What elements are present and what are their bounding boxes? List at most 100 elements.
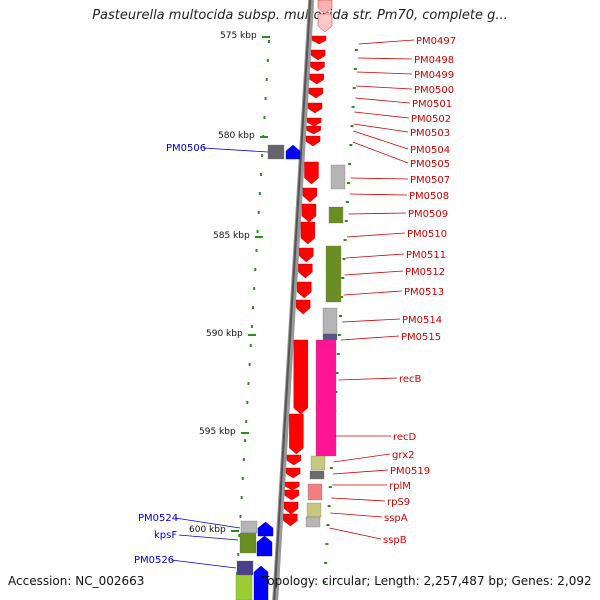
gene-block-olive[interactable] (328, 206, 344, 224)
gene-block-khaki[interactable] (306, 502, 322, 518)
gene-label-recd[interactable]: recD (393, 432, 417, 443)
forward-gene-arrow[interactable] (308, 87, 324, 99)
scale-label: 580 kbp (218, 131, 255, 141)
gene-block-olive[interactable] (239, 532, 257, 554)
forward-gene-arrow[interactable] (309, 73, 324, 85)
gene-leader-line (354, 111, 410, 119)
gene-block-magenta[interactable] (315, 339, 337, 457)
scale-label: 595 kbp (199, 427, 236, 437)
scale-tick (339, 315, 343, 317)
gene-label-pm0508[interactable]: PM0508 (409, 191, 449, 202)
gene-block-grey[interactable] (305, 516, 321, 528)
forward-gene-arrow[interactable] (297, 281, 312, 299)
gene-block-indigo[interactable] (236, 560, 254, 576)
scale-label: 585 kbp (213, 231, 250, 241)
gene-arrow[interactable] (317, 13, 333, 33)
forward-gene-arrow[interactable] (300, 221, 316, 245)
gene-label-pm0500[interactable]: PM0500 (414, 85, 454, 96)
scale-tick (342, 258, 346, 260)
gene-label-pm0524[interactable]: PM0524 (138, 513, 178, 524)
forward-gene-arrow[interactable] (283, 501, 299, 515)
forward-gene-arrow[interactable] (306, 117, 322, 127)
gene-label-pm0511[interactable]: PM0511 (406, 250, 446, 261)
gene-label-pm0497[interactable]: PM0497 (416, 36, 456, 47)
gene-block-darkgrey[interactable] (309, 470, 325, 480)
gene-label-kpsf[interactable]: kpsF (154, 530, 177, 541)
forward-gene-arrow[interactable] (304, 161, 319, 185)
forward-gene-arrow[interactable] (285, 481, 300, 491)
forward-gene-arrow[interactable] (311, 35, 327, 45)
forward-gene-arrow[interactable] (284, 489, 299, 501)
gene-block-khaki[interactable] (310, 455, 326, 471)
scale-tick (263, 116, 266, 119)
reverse-gene-arrow[interactable] (253, 565, 269, 600)
gene-label-pm0498[interactable]: PM0498 (414, 55, 454, 66)
forward-gene-arrow[interactable] (286, 454, 302, 466)
gene-label-pm0526[interactable]: PM0526 (134, 555, 174, 566)
gene-label-pm0503[interactable]: PM0503 (410, 128, 450, 139)
scale-tick (341, 277, 345, 279)
scale-major-tick (255, 236, 263, 238)
gene-label-pm0514[interactable]: PM0514 (402, 315, 442, 326)
forward-gene-arrow[interactable] (311, 49, 326, 61)
gene-label-pm0512[interactable]: PM0512 (405, 267, 445, 278)
gene-label-grx2[interactable]: grx2 (392, 450, 414, 461)
gene-leader-line (332, 469, 389, 475)
forward-gene-arrow[interactable] (307, 102, 323, 114)
gene-label-pm0519[interactable]: PM0519 (390, 466, 430, 477)
gene-label-pm0499[interactable]: PM0499 (414, 70, 454, 81)
gene-block-darkgrey[interactable] (267, 144, 285, 160)
gene-label-pm0502[interactable]: PM0502 (411, 114, 451, 125)
gene-leader-line (343, 290, 403, 296)
scale-tick (336, 353, 340, 355)
scale-tick (340, 296, 344, 298)
gene-leader-line (338, 377, 398, 381)
gene-leader-line (357, 57, 413, 60)
gene-label-pm0513[interactable]: PM0513 (404, 287, 444, 298)
gene-label-sspb[interactable]: sspB (383, 535, 407, 546)
gene-label-pm0501[interactable]: PM0501 (412, 99, 452, 110)
gene-leader-line (353, 123, 409, 133)
forward-gene-arrow[interactable] (299, 247, 314, 263)
gene-label-pm0515[interactable]: PM0515 (401, 332, 441, 343)
gene-block-grey[interactable] (240, 520, 258, 534)
forward-gene-arrow[interactable] (285, 467, 301, 479)
gene-block-dark[interactable] (322, 333, 338, 341)
forward-gene-arrow[interactable] (305, 135, 321, 147)
gene-block-salmon[interactable] (307, 483, 323, 501)
forward-gene-arrow[interactable] (306, 125, 321, 135)
gene-arrow[interactable] (317, 0, 333, 15)
scale-tick (344, 220, 348, 222)
reverse-gene-arrow[interactable] (257, 521, 274, 537)
gene-block-olive[interactable] (325, 245, 342, 303)
scale-tick (353, 68, 357, 70)
gene-label-recb[interactable]: recB (399, 374, 422, 385)
reverse-gene-arrow[interactable] (285, 144, 301, 160)
gene-label-pm0509[interactable]: PM0509 (408, 209, 448, 220)
gene-label-pm0510[interactable]: PM0510 (407, 229, 447, 240)
forward-gene-arrow[interactable] (298, 263, 313, 279)
forward-gene-arrow[interactable] (283, 513, 298, 527)
gene-label-pm0505[interactable]: PM0505 (410, 159, 450, 170)
forward-gene-arrow[interactable] (296, 299, 311, 315)
forward-gene-arrow[interactable] (310, 61, 325, 72)
forward-gene-arrow[interactable] (302, 187, 318, 203)
gene-block-grey[interactable] (322, 307, 338, 335)
gene-label-pm0506[interactable]: PM0506 (166, 143, 206, 154)
scale-tick (264, 97, 267, 100)
scale-tick (355, 49, 358, 51)
gene-label-rps9[interactable]: rpS9 (387, 497, 410, 508)
forward-gene-arrow[interactable] (289, 413, 304, 455)
scale-tick (329, 467, 333, 469)
gene-block-grey[interactable] (330, 164, 346, 190)
forward-gene-arrow[interactable] (293, 339, 308, 415)
gene-label-rplm[interactable]: rplM (389, 481, 411, 492)
gene-label-pm0507[interactable]: PM0507 (410, 175, 450, 186)
gene-label-pm0504[interactable]: PM0504 (410, 145, 450, 156)
reverse-gene-arrow[interactable] (256, 535, 273, 557)
gene-block-lime[interactable] (235, 574, 253, 600)
gene-label-sspa[interactable]: sspA (384, 513, 408, 524)
forward-gene-arrow[interactable] (301, 203, 317, 223)
gene-leader-line (349, 193, 408, 196)
